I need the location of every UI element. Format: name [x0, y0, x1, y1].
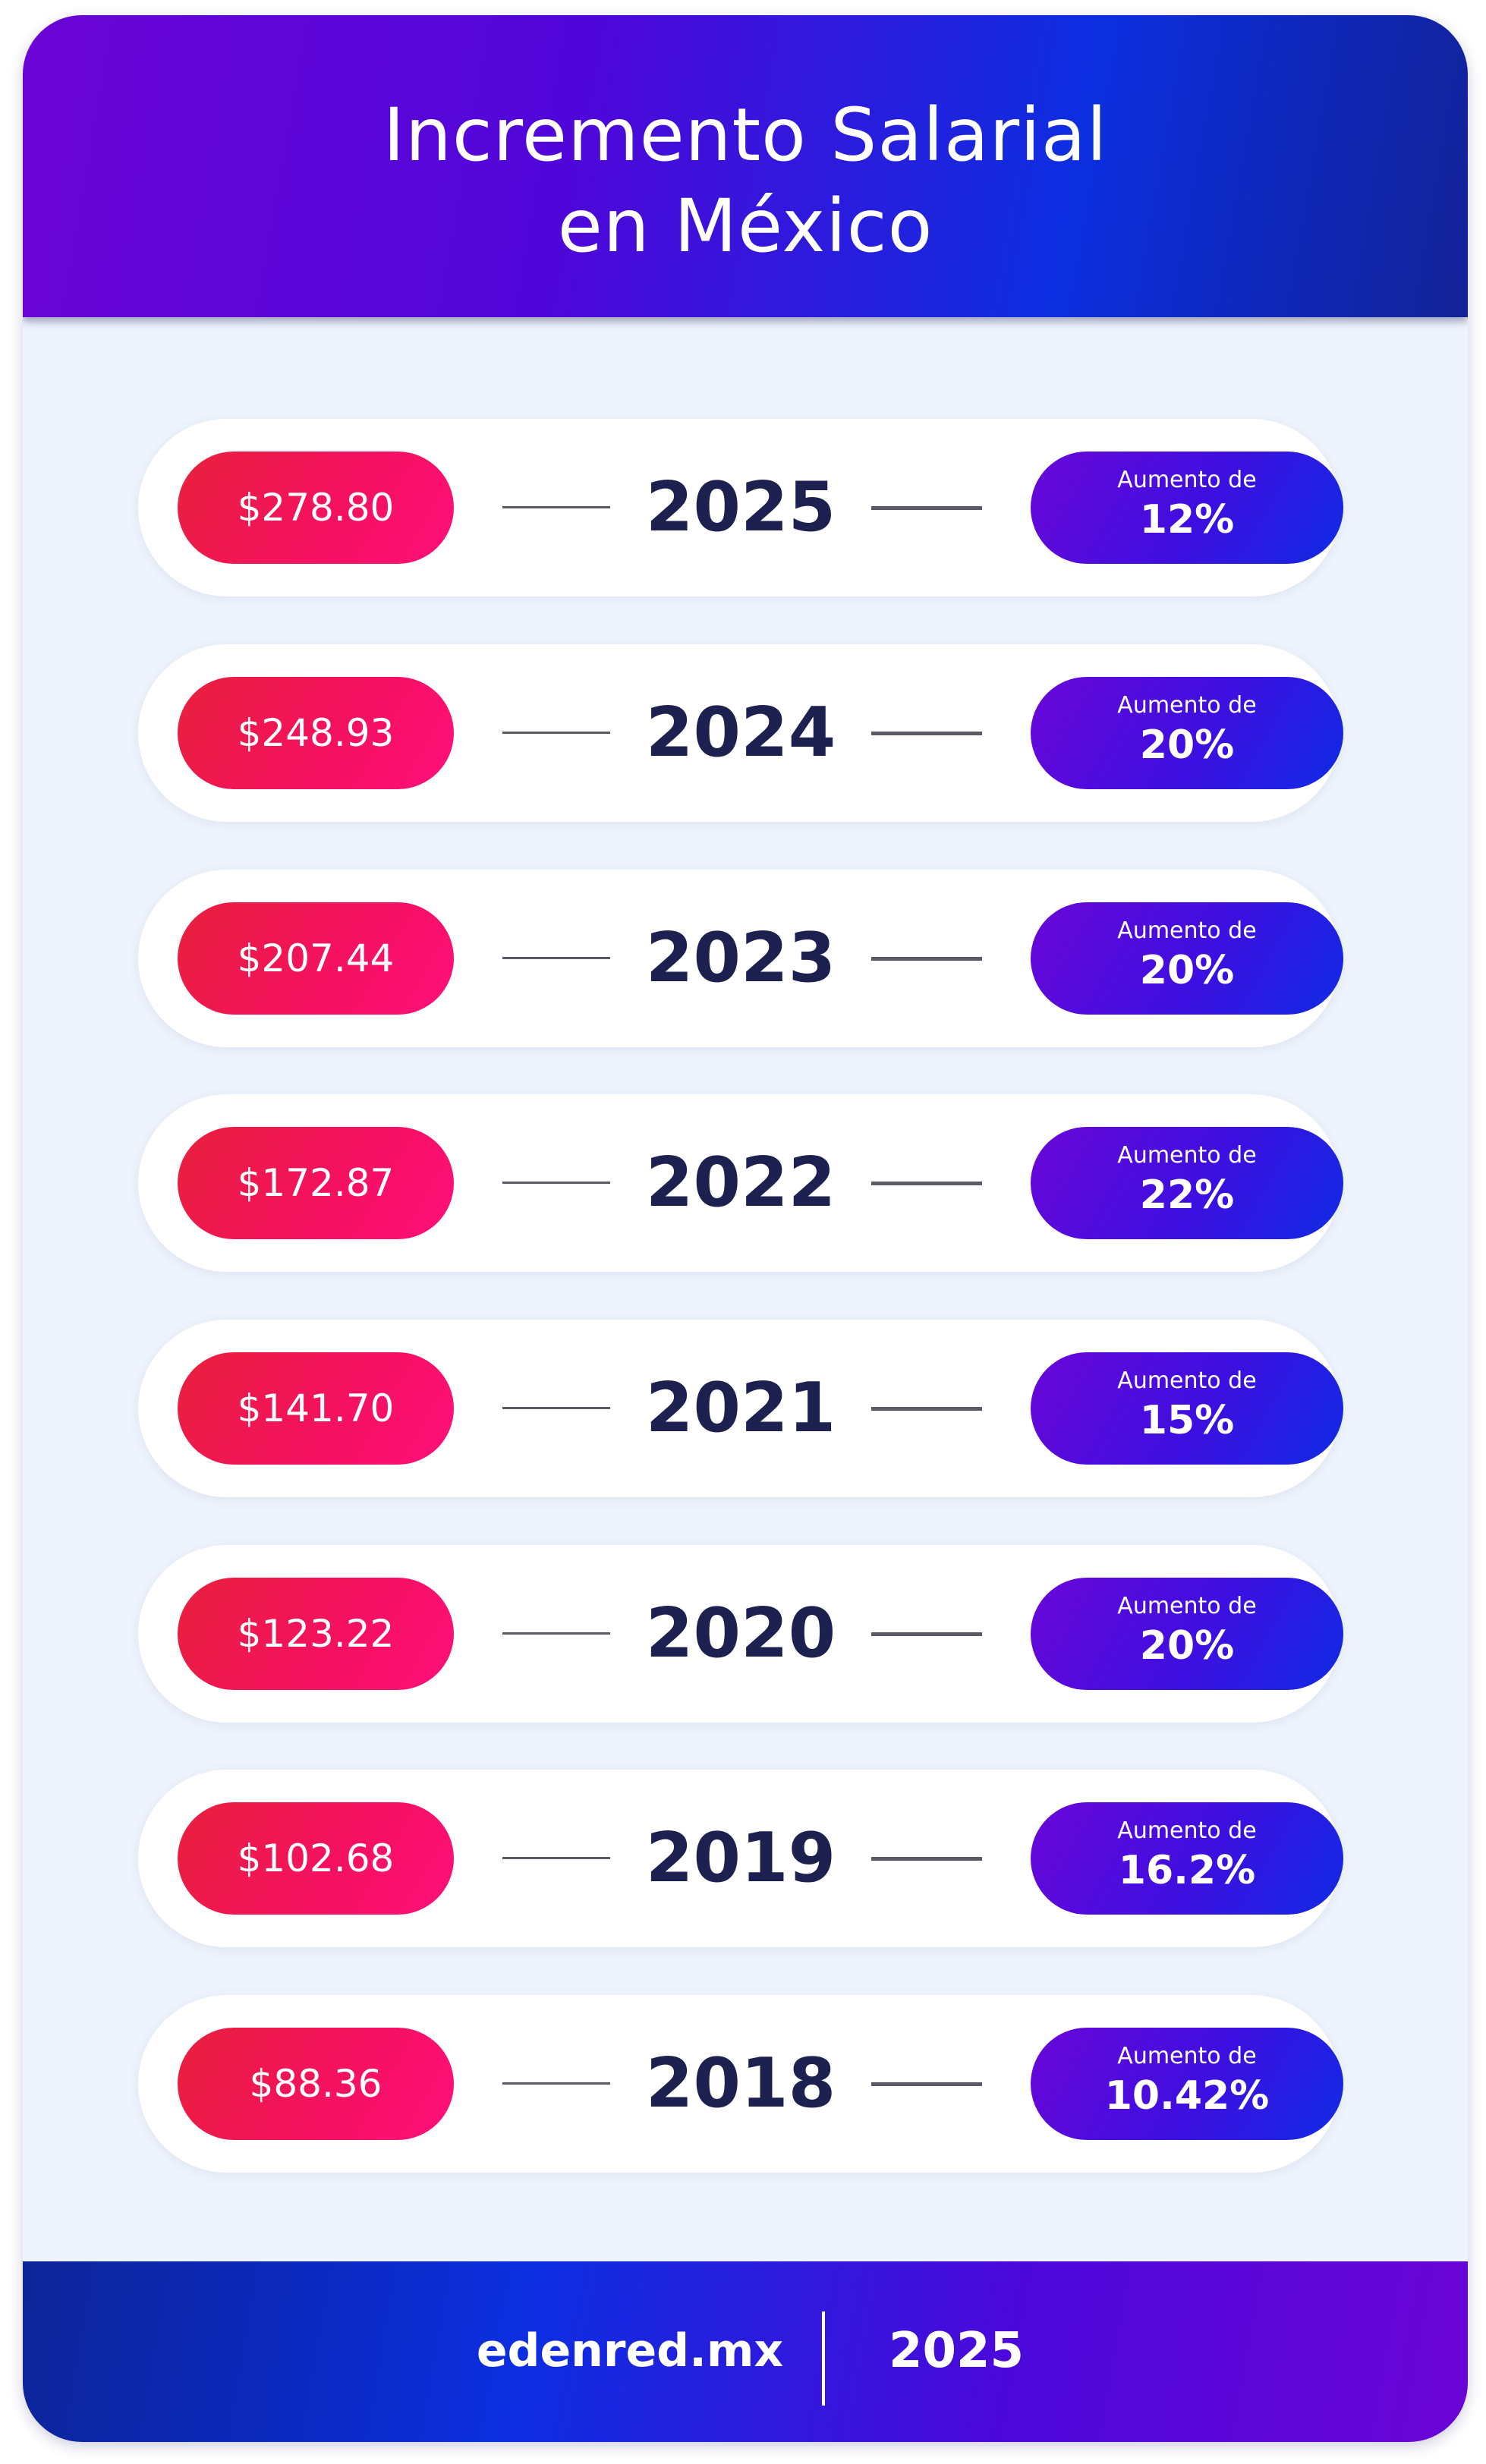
year-label: 2018: [645, 2044, 836, 2123]
footer-banner: edenred.mx 2025: [23, 2261, 1468, 2442]
connector-line-left: [502, 1407, 610, 1409]
year-row: $278.80 2025 Aumento de 12%: [138, 419, 1343, 596]
increase-value: 20%: [1139, 722, 1235, 768]
increase-label: Aumento de: [1117, 467, 1257, 493]
increase-value: 22%: [1139, 1172, 1235, 1218]
connector-line-left: [502, 1632, 610, 1635]
increase-pill: Aumento de 22%: [1031, 1127, 1343, 1239]
salary-pill: $141.70: [178, 1352, 454, 1465]
increase-label: Aumento de: [1117, 1142, 1257, 1169]
infographic-card: Incremento Salarial en México $278.80 20…: [23, 15, 1468, 2442]
increase-value: 15%: [1139, 1398, 1235, 1443]
header-banner: Incremento Salarial en México: [23, 15, 1468, 317]
increase-value: 20%: [1139, 948, 1235, 993]
increase-pill: Aumento de 20%: [1031, 902, 1343, 1015]
increase-label: Aumento de: [1117, 917, 1257, 944]
year-row: $172.87 2022 Aumento de 22%: [138, 1094, 1343, 1272]
increase-label: Aumento de: [1117, 1367, 1257, 1394]
increase-value: 10.42%: [1104, 2073, 1270, 2119]
year-label: 2024: [645, 693, 836, 773]
year-row: $102.68 2019 Aumento de 16.2%: [138, 1770, 1343, 1947]
increase-pill: Aumento de 10.42%: [1031, 2028, 1343, 2140]
salary-pill: $172.87: [178, 1127, 454, 1239]
connector-line-right: [871, 732, 982, 735]
salary-pill: $123.22: [178, 1578, 454, 1690]
connector-line-right: [871, 1632, 982, 1636]
connector-line-right: [871, 2082, 982, 2086]
increase-value: 20%: [1139, 1623, 1235, 1669]
year-label: 2019: [645, 1818, 836, 1898]
year-row: $123.22 2020 Aumento de 20%: [138, 1545, 1343, 1723]
increase-pill: Aumento de 20%: [1031, 677, 1343, 789]
increase-pill: Aumento de 12%: [1031, 452, 1343, 564]
year-label: 2025: [645, 467, 836, 547]
connector-line-left: [502, 1182, 610, 1184]
connector-line-right: [871, 1407, 982, 1411]
year-label: 2020: [645, 1594, 836, 1673]
year-row: $141.70 2021 Aumento de 15%: [138, 1320, 1343, 1497]
connector-line-left: [502, 957, 610, 959]
salary-pill: $88.36: [178, 2028, 454, 2140]
connector-line-right: [871, 1182, 982, 1185]
increase-label: Aumento de: [1117, 1817, 1257, 1844]
increase-value: 16.2%: [1118, 1848, 1256, 1893]
increase-label: Aumento de: [1117, 1593, 1257, 1619]
year-row: $207.44 2023 Aumento de 20%: [138, 870, 1343, 1047]
year-row: $88.36 2018 Aumento de 10.42%: [138, 1995, 1343, 2173]
year-label: 2021: [645, 1368, 836, 1448]
year-row: $248.93 2024 Aumento de 20%: [138, 644, 1343, 822]
connector-line-left: [502, 732, 610, 734]
footer-site-link[interactable]: edenred.mx: [476, 2324, 784, 2377]
connector-line-left: [502, 506, 610, 508]
increase-label: Aumento de: [1117, 2043, 1257, 2069]
salary-pill: $278.80: [178, 452, 454, 564]
footer-year: 2025: [888, 2323, 1025, 2379]
increase-pill: Aumento de 20%: [1031, 1578, 1343, 1690]
year-label: 2023: [645, 918, 836, 998]
increase-value: 12%: [1139, 497, 1235, 543]
year-label: 2022: [645, 1143, 836, 1223]
connector-line-left: [502, 2082, 610, 2085]
salary-pill: $248.93: [178, 677, 454, 789]
increase-pill: Aumento de 15%: [1031, 1352, 1343, 1465]
connector-line-left: [502, 1857, 610, 1859]
connector-line-right: [871, 506, 982, 510]
connector-line-right: [871, 957, 982, 961]
salary-pill: $207.44: [178, 902, 454, 1015]
increase-pill: Aumento de 16.2%: [1031, 1802, 1343, 1915]
page-title-line-1: Incremento Salarial: [383, 93, 1108, 178]
footer-divider: [822, 2311, 825, 2406]
increase-label: Aumento de: [1117, 692, 1257, 719]
salary-pill: $102.68: [178, 1802, 454, 1915]
connector-line-right: [871, 1857, 982, 1861]
page-title-line-2: en México: [557, 184, 933, 269]
